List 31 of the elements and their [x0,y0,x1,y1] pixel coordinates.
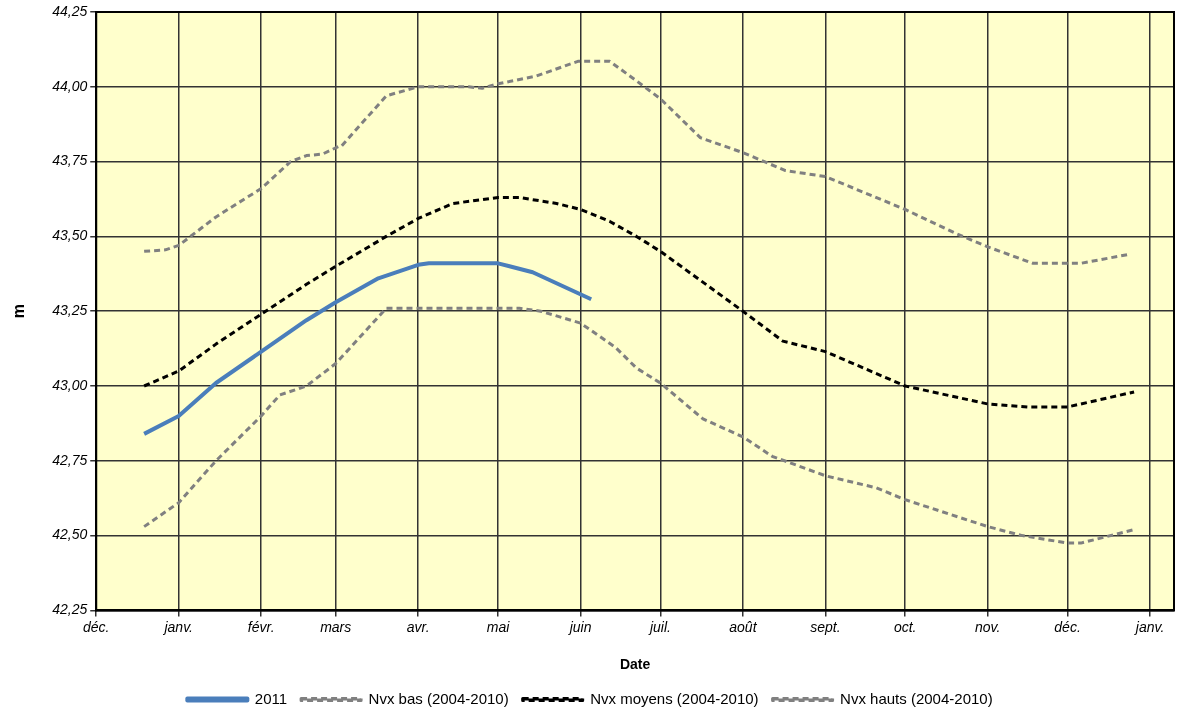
legend-label: Nvx bas (2004-2010) [368,689,509,707]
x-tick-label: sept. [810,618,841,635]
y-tick-label: 42,75 [52,451,88,468]
y-tick-label: 43,50 [52,227,88,244]
y-tick-label: 43,00 [52,376,88,393]
x-axis-title: Date [619,656,651,673]
x-tick-label: oct. [893,618,917,635]
x-tick-label: janv. [162,618,193,635]
x-tick-label: mars [320,618,352,635]
y-tick-label: 43,25 [52,302,88,319]
line-series [142,196,1136,409]
x-tick-label: déc. [83,618,110,635]
y-tick-label: 42,25 [52,601,88,618]
y-tick-label: 44,25 [52,2,88,19]
y-tick-label: 42,50 [52,526,88,543]
x-tick-label: juin [567,618,592,635]
x-tick-label: mai [486,618,511,635]
x-tick-label: déc. [1054,618,1081,635]
x-tick-label: avr. [406,618,430,635]
x-tick-label: janv. [1133,618,1165,635]
x-tick-label: nov. [975,618,1001,635]
x-tick-label: juil. [647,618,671,635]
x-tick-label: août [729,618,758,635]
y-axis-title: m [10,304,28,319]
y-tick-label: 44,00 [52,77,88,94]
y-tick-label: 43,75 [52,152,88,169]
x-tick-label: févr. [247,618,275,635]
legend-label: Nvx hauts (2004-2010) [840,689,993,707]
legend-label: 2011 [254,689,288,707]
line-series [142,306,1136,545]
legend-label: Nvx moyens (2004-2010) [590,689,759,707]
